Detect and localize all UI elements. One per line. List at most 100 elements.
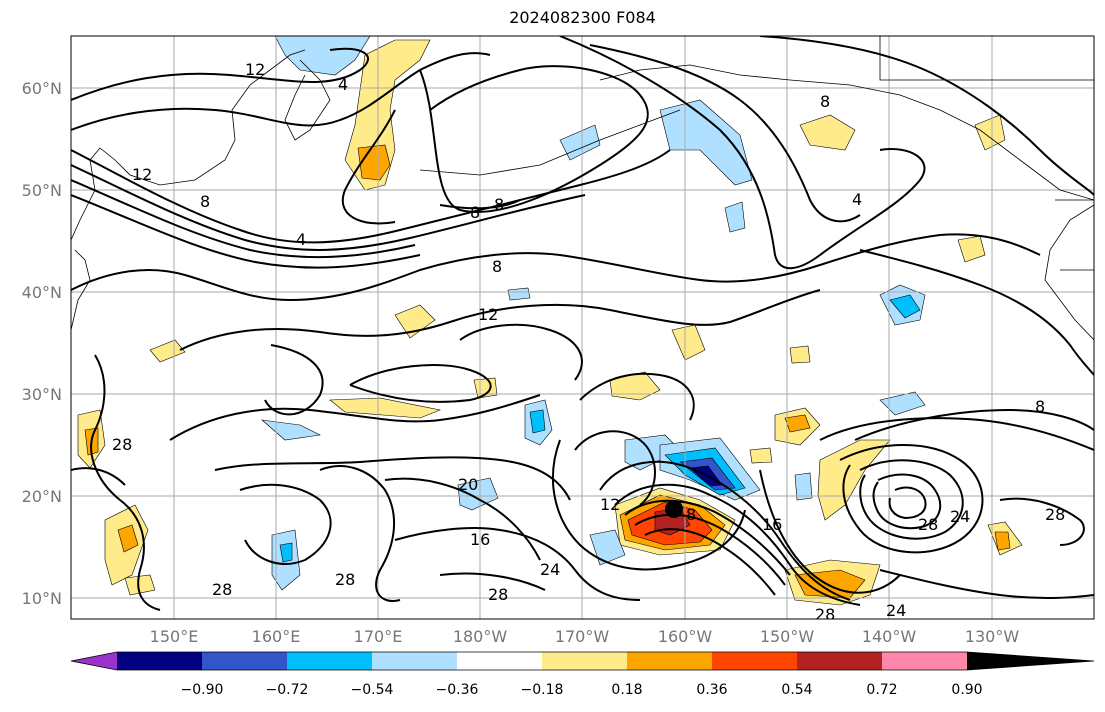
contour-line [71,149,671,244]
contour-label: 8 [820,92,830,111]
contour-line [552,439,746,571]
lat-label: 10°N [22,589,62,608]
contour-line [90,354,161,611]
contour-label: 24 [950,507,970,526]
contour-line [384,477,541,561]
contour-line [599,460,851,601]
contour-line [179,289,821,351]
shade-light-blue-region [589,529,626,566]
contour-line [859,459,964,540]
shade-orange-region [117,524,139,553]
shade-light-blue-region [794,472,813,501]
lon-label: 170°E [354,627,403,646]
coastline-kamchatka [284,59,331,141]
shade-yellow-region [329,397,442,419]
colorbar-tick-label: 0.54 [781,682,812,698]
colorbar [70,651,1095,671]
shade-light-blue-region [879,391,926,416]
contour-label: 24 [886,601,906,620]
contour-line [349,364,492,403]
contour-line [342,109,396,225]
contour-label: 28 [815,605,835,624]
colorbar-tick-label: −0.90 [181,682,224,698]
plot-frame [70,35,1095,620]
contour-line [71,233,1041,302]
shade-orange-region [357,144,391,181]
coastline-japan [71,249,91,331]
colorbar-tick-label: −0.54 [351,682,394,698]
shade-orange-region [784,414,811,433]
contour-label: 4 [852,190,862,209]
lat-label: 30°N [22,385,62,404]
contour-line [439,199,521,210]
lon-label: 140°W [862,627,917,646]
coastline-alaska [599,64,1094,201]
contour-label: 12 [478,305,498,324]
lat-label: 40°N [22,283,62,302]
contour-label: 28 [335,570,355,589]
colorbar-tick-labels: −0.90 −0.72 −0.54 −0.36 −0.18 0.18 0.36 … [181,682,983,698]
colorbar-bin [202,652,287,670]
colorbar-bin [372,652,457,670]
contour-line [854,408,1094,441]
contour-label: 4 [296,230,306,249]
shade-orange-region [994,531,1011,551]
contour-line [71,164,586,251]
map-title: 2024082300 F084 [509,8,656,27]
contour-label: 12 [600,495,620,514]
contour-labels: 12 8 4 8 8 8 4 12 28 20 16 28 28 12 8 16… [112,60,1065,624]
contour-label: 8 [492,257,502,276]
colorbar-bin [457,652,542,670]
coastline-alaska-border [879,36,1094,81]
lon-label: 170°W [555,627,610,646]
contour-label: 12 [132,165,152,184]
contour-line [614,483,861,606]
shade-yellow-region [957,235,986,263]
colorbar-tick-label: 0.18 [611,682,642,698]
lat-label: 50°N [22,181,62,200]
lon-label: 130°W [965,627,1020,646]
shade-yellow-region [124,574,156,596]
contour-line [879,569,1094,600]
contour-line [574,430,656,506]
shade-light-blue-region [659,99,753,186]
contour-line [644,528,776,596]
contour-line [71,194,421,269]
contour-line [624,499,791,576]
shade-light-blue-region [457,477,499,511]
colorbar-bin [797,652,882,670]
colorbar-bin [542,652,627,670]
lat-label: 60°N [22,79,62,98]
contour-line [999,497,1085,546]
shade-light-blue-region [274,36,371,76]
contour-label: 16 [762,515,782,534]
colorbar-tick-label: −0.72 [266,682,309,698]
contour-label: 4 [338,75,348,94]
colorbar-tick-label: −0.36 [436,682,479,698]
colorbar-tick-label: 0.72 [866,682,897,698]
shade-yellow-region [749,447,773,464]
contour-line [859,249,1094,376]
contour-line [759,469,901,594]
contour-label: 8 [1035,397,1045,416]
contour-label: 8 [200,192,210,211]
shade-deep-sky-region [889,294,921,319]
colorbar-bin [117,652,202,670]
contour-line [264,344,324,416]
lon-label: 150°W [760,627,815,646]
contour-line [819,417,1094,451]
colorbar-bin [627,652,712,670]
shade-light-blue-region [724,201,746,233]
lon-label: 160°W [658,627,713,646]
contour-line [634,513,786,586]
contour-label: 28 [112,435,132,454]
shade-light-blue-region [507,287,531,301]
lon-label: 180°W [453,627,508,646]
shade-yellow-region [394,304,436,339]
shade-yellow-region [149,339,186,363]
shade-yellow-region [799,114,856,151]
colorbar-tick-label: 0.90 [951,682,982,698]
contour-label: 28 [212,580,232,599]
contour-label: 20 [458,475,478,494]
